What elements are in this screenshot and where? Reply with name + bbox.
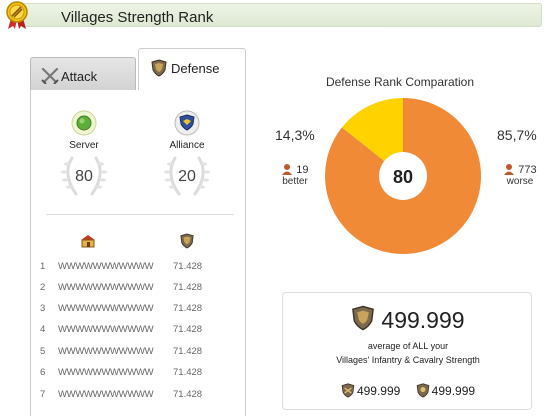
village-strength: 71.428 — [173, 261, 203, 272]
worse-label: worse — [506, 176, 534, 187]
list-item[interactable]: 2 WWWWWWWWWWW 71.428 — [40, 278, 240, 298]
shield-icon — [352, 305, 375, 331]
better-percent: 14,3% — [275, 127, 315, 143]
village-strength: 71.428 — [173, 367, 203, 378]
server-rank-label: Server — [69, 140, 99, 151]
divider — [46, 214, 234, 215]
strength-breakdown: 499.999 499.999 — [283, 383, 533, 398]
laurel-wreath-icon — [164, 156, 210, 196]
village-strength: 71.428 — [173, 282, 203, 293]
cavalry-strength-value: 499.999 — [431, 384, 476, 398]
better-count: 19 better — [275, 163, 315, 187]
alliance-rank-label: Alliance — [169, 140, 205, 151]
summary-line-2: Villages' Infantry & Cavalry Strength — [336, 355, 480, 365]
shield-icon — [180, 233, 194, 249]
village-strength: 71.428 — [173, 303, 203, 314]
chart-title: Defense Rank Comparation — [325, 75, 475, 89]
medal-icon — [6, 1, 28, 29]
row-index: 4 — [40, 324, 46, 335]
alliance-shield-icon — [174, 110, 200, 136]
person-icon — [504, 164, 515, 175]
pie-center — [379, 152, 427, 200]
village-name: WWWWWWWWWWW — [58, 303, 154, 314]
person-icon — [282, 164, 293, 175]
shield-icon — [151, 59, 167, 77]
total-strength-value: 499.999 — [381, 307, 465, 333]
tab-defense-label: Defense — [171, 61, 220, 76]
row-index: 7 — [40, 389, 46, 400]
village-strength: 71.428 — [173, 389, 203, 400]
better-count-value: 19 — [296, 164, 309, 176]
worse-percent: 85,7% — [497, 127, 537, 143]
infantry-strength: 499.999 — [341, 383, 400, 398]
village-icon — [81, 235, 95, 248]
row-index: 2 — [40, 282, 46, 293]
row-index: 1 — [40, 261, 46, 272]
village-name: WWWWWWWWWWW — [58, 261, 154, 272]
list-item[interactable]: 3 WWWWWWWWWWW 71.428 — [40, 299, 240, 319]
row-index: 5 — [40, 346, 46, 357]
rank-pie-chart: 80 — [324, 98, 481, 254]
title-bar: Villages Strength Rank — [22, 3, 542, 27]
village-name: WWWWWWWWWWW — [58, 282, 154, 293]
better-label: better — [282, 176, 308, 187]
list-item[interactable]: 5 WWWWWWWWWWW 71.428 — [40, 342, 240, 362]
village-name: WWWWWWWWWWW — [58, 324, 154, 335]
infantry-strength-value: 499.999 — [356, 384, 401, 398]
alliance-rank: Alliance 20 — [147, 110, 227, 196]
crossed-swords-icon — [41, 68, 59, 84]
list-item[interactable]: 4 WWWWWWWWWWW 71.428 — [40, 320, 240, 340]
defense-panel — [30, 90, 246, 416]
infantry-shield-icon — [341, 383, 355, 398]
row-index: 3 — [40, 303, 46, 314]
list-item[interactable]: 7 WWWWWWWWWWW 71.428 — [40, 385, 240, 405]
village-name: WWWWWWWWWWW — [58, 389, 154, 400]
server-rank-value: 80 — [75, 168, 93, 185]
tab-defense[interactable]: Defense — [138, 48, 246, 92]
village-strength: 71.428 — [173, 346, 203, 357]
list-item[interactable]: 1 WWWWWWWWWWW 71.428 — [40, 257, 240, 277]
tab-attack[interactable]: Attack — [30, 57, 136, 91]
worse-count-value: 773 — [518, 164, 537, 176]
list-item[interactable]: 6 WWWWWWWWWWW 71.428 — [40, 363, 240, 383]
laurel-wreath-icon — [61, 156, 107, 196]
alliance-rank-value: 20 — [178, 168, 196, 185]
village-strength: 71.428 — [173, 324, 203, 335]
total-strength: 499.999 — [283, 305, 533, 334]
pie-slice-better — [341, 98, 403, 176]
tab-attack-label: Attack — [61, 69, 98, 84]
village-name: WWWWWWWWWWW — [58, 367, 154, 378]
globe-icon — [71, 110, 97, 136]
summary-line-1: average of ALL your — [367, 341, 449, 351]
cavalry-shield-icon — [416, 383, 429, 398]
cavalry-strength: 499.999 — [416, 383, 475, 398]
worse-count: 773 worse — [497, 163, 543, 187]
strength-summary: 499.999 average of ALL your Villages' In… — [282, 292, 532, 410]
server-rank: Server 80 — [44, 110, 124, 196]
page-title: Villages Strength Rank — [61, 9, 214, 26]
village-name: WWWWWWWWWWW — [58, 346, 154, 357]
summary-description: average of ALL your Villages' Infantry &… — [283, 339, 533, 367]
row-index: 6 — [40, 367, 46, 378]
pie-center-label: 80 — [393, 167, 413, 187]
